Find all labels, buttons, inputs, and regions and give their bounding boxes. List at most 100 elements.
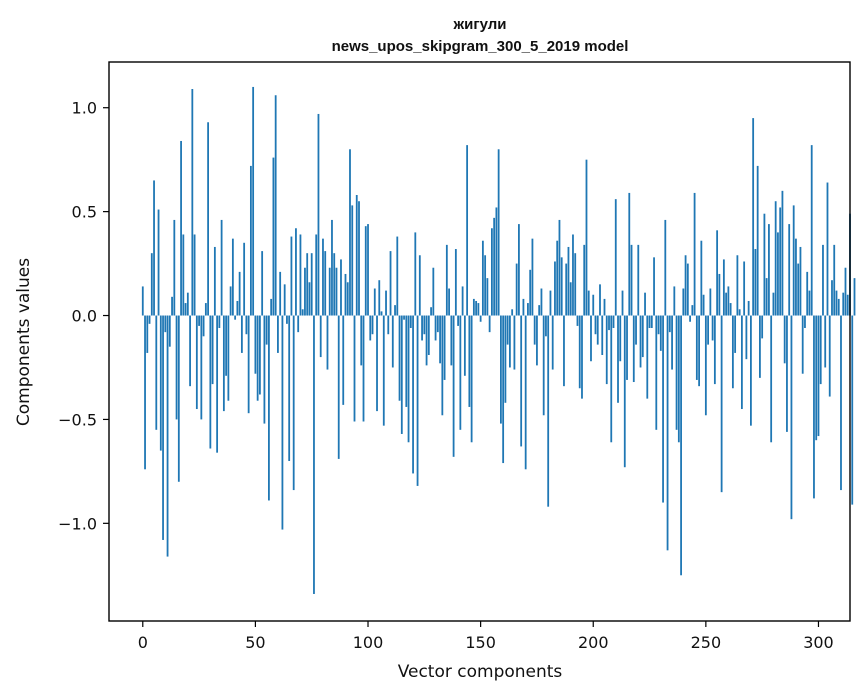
bar-component-203 bbox=[599, 284, 601, 316]
bar-component-247 bbox=[698, 315, 700, 387]
bar-component-164 bbox=[511, 309, 514, 316]
bar-component-249 bbox=[702, 294, 705, 316]
bar-component-41 bbox=[234, 315, 237, 320]
x-tick-label: 250 bbox=[691, 633, 722, 652]
bar-component-65 bbox=[288, 315, 291, 461]
bar-component-170 bbox=[524, 315, 527, 470]
bar-component-144 bbox=[466, 145, 469, 316]
bar-component-236 bbox=[673, 286, 676, 316]
bar-component-266 bbox=[740, 315, 743, 410]
bar-component-178 bbox=[542, 315, 545, 416]
bar-component-48 bbox=[249, 165, 252, 316]
bar-component-36 bbox=[222, 315, 225, 412]
bar-component-161 bbox=[504, 315, 507, 403]
bar-component-57 bbox=[270, 298, 273, 316]
bar-component-139 bbox=[454, 249, 457, 316]
bar-component-200 bbox=[592, 294, 595, 316]
bar-component-299 bbox=[815, 315, 818, 441]
bar-component-202 bbox=[596, 315, 599, 345]
y-tick-label: −0.5 bbox=[58, 410, 97, 429]
bar-component-98 bbox=[362, 315, 365, 422]
bar-component-224 bbox=[646, 315, 649, 399]
x-tick-label: 0 bbox=[138, 633, 148, 652]
bar-component-242 bbox=[686, 263, 689, 316]
bar-component-75 bbox=[310, 253, 313, 316]
bar-component-159 bbox=[500, 315, 502, 424]
bar-component-89 bbox=[342, 315, 345, 405]
bar-component-136 bbox=[448, 288, 450, 316]
bar-component-263 bbox=[734, 315, 737, 353]
y-axis-label: Components values bbox=[14, 258, 34, 426]
bar-component-137 bbox=[450, 315, 453, 366]
bar-component-173 bbox=[531, 238, 534, 316]
bar-component-209 bbox=[612, 315, 615, 328]
bar-component-210 bbox=[614, 199, 617, 316]
bar-component-106 bbox=[380, 311, 383, 316]
bar-component-141 bbox=[459, 315, 462, 430]
bar-component-286 bbox=[786, 315, 788, 432]
bar-component-315 bbox=[851, 315, 854, 505]
bar-component-28 bbox=[204, 303, 207, 316]
bar-component-45 bbox=[243, 242, 246, 316]
bar-component-179 bbox=[545, 315, 547, 337]
bar-component-118 bbox=[407, 315, 410, 443]
bar-component-35 bbox=[220, 219, 223, 316]
bar-component-123 bbox=[418, 255, 421, 316]
bar-component-270 bbox=[750, 315, 752, 426]
bar-component-191 bbox=[572, 234, 574, 316]
bar-component-95 bbox=[355, 195, 358, 316]
bar-component-62 bbox=[281, 315, 284, 530]
bar-component-99 bbox=[364, 226, 367, 316]
bar-component-150 bbox=[479, 315, 482, 322]
bar-component-20 bbox=[186, 292, 189, 316]
bar-component-275 bbox=[761, 315, 764, 339]
bar-component-119 bbox=[409, 315, 412, 328]
bar-component-21 bbox=[189, 315, 191, 387]
bar-component-31 bbox=[211, 315, 214, 385]
bar-component-55 bbox=[265, 315, 268, 345]
bar-component-199 bbox=[590, 315, 592, 362]
bar-component-34 bbox=[218, 315, 221, 328]
bar-component-91 bbox=[346, 282, 349, 316]
bar-component-282 bbox=[777, 232, 779, 316]
y-tick-label: 1.0 bbox=[72, 99, 97, 118]
bar-component-3 bbox=[148, 315, 151, 324]
bar-component-12 bbox=[168, 315, 171, 347]
bar-component-186 bbox=[560, 257, 563, 316]
bar-component-154 bbox=[488, 315, 491, 333]
x-axis-ticks: 0 50 100 150 200 250 300 bbox=[138, 621, 834, 652]
bar-component-265 bbox=[738, 309, 741, 316]
bar-component-276 bbox=[763, 213, 766, 316]
bar-component-124 bbox=[421, 315, 423, 341]
bar-component-117 bbox=[405, 315, 408, 407]
bar-component-192 bbox=[574, 253, 577, 316]
bar-component-114 bbox=[398, 315, 401, 401]
y-axis-ticks: −1.0 −0.5 0.0 0.5 1.0 bbox=[58, 99, 109, 533]
bar-component-50 bbox=[254, 315, 257, 374]
x-tick-label: 300 bbox=[803, 633, 834, 652]
bar-component-217 bbox=[630, 244, 633, 316]
bar-component-15 bbox=[175, 315, 178, 420]
bar-component-131 bbox=[436, 315, 439, 333]
bar-component-7 bbox=[157, 209, 160, 316]
bar-component-219 bbox=[635, 315, 637, 345]
bar-component-74 bbox=[308, 282, 311, 316]
bar-component-198 bbox=[587, 290, 590, 316]
bar-component-72 bbox=[304, 267, 306, 316]
bar-component-248 bbox=[700, 240, 703, 316]
bar-component-301 bbox=[819, 315, 822, 385]
bar-component-222 bbox=[641, 315, 644, 358]
bar-component-39 bbox=[229, 286, 232, 316]
bar-component-303 bbox=[824, 315, 827, 368]
bar-component-70 bbox=[299, 234, 302, 316]
bar-component-109 bbox=[387, 315, 390, 335]
bar-component-86 bbox=[335, 267, 338, 316]
bar-component-151 bbox=[481, 240, 484, 316]
bar-component-304 bbox=[826, 182, 829, 316]
bar-component-181 bbox=[549, 290, 552, 316]
bar-component-298 bbox=[813, 315, 815, 499]
bar-component-297 bbox=[810, 145, 813, 316]
chart-title-line-1: жигули bbox=[453, 16, 507, 33]
bar-component-193 bbox=[576, 315, 579, 326]
bar-component-287 bbox=[788, 224, 791, 316]
